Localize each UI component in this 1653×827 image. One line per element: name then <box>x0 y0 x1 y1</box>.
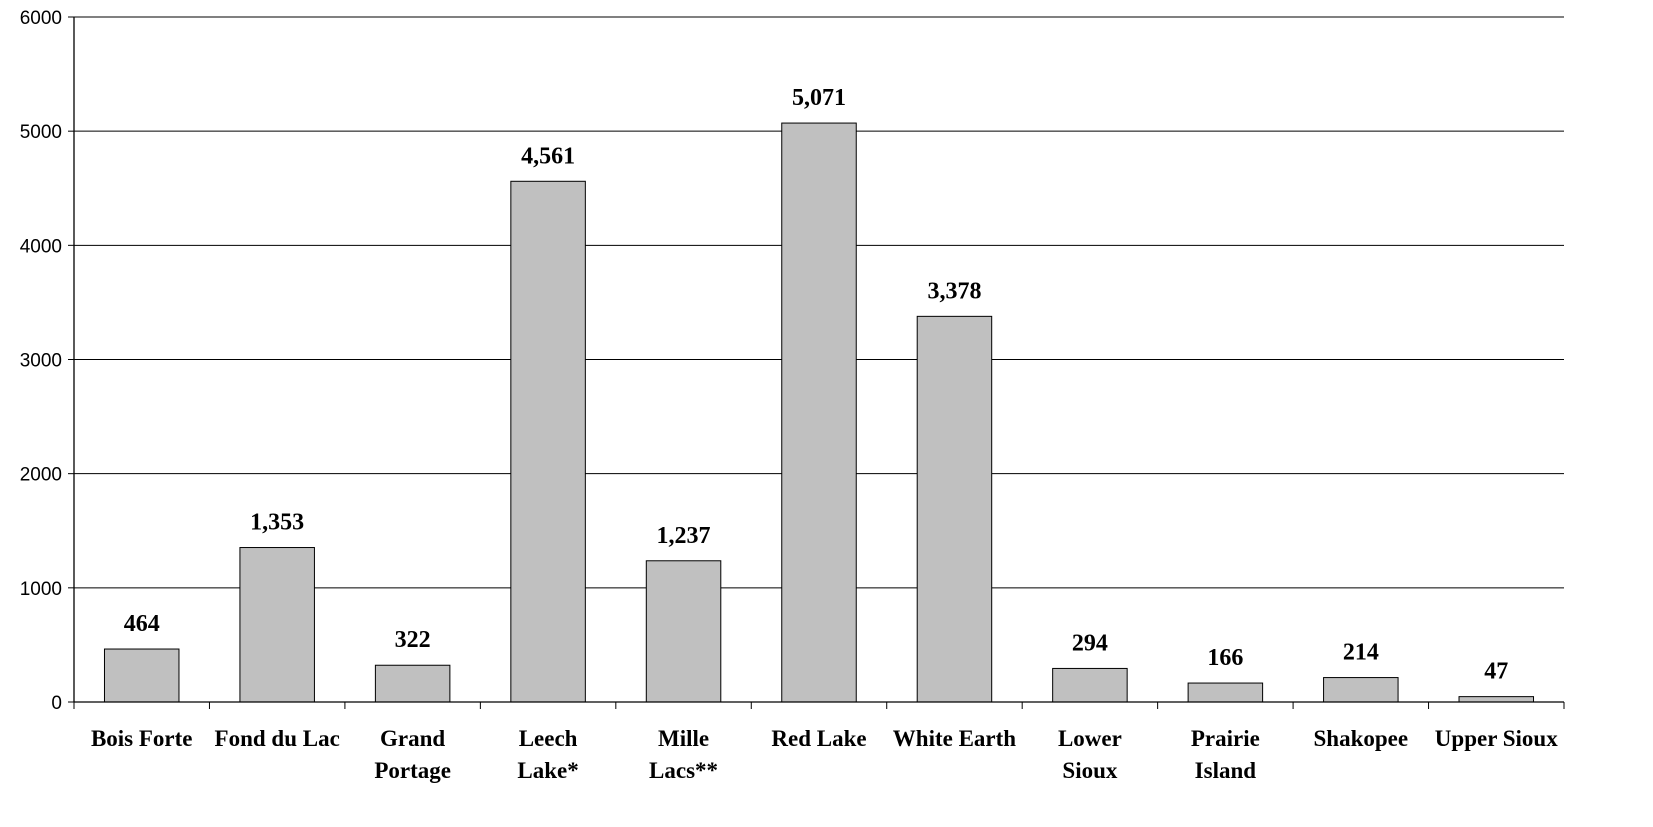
x-tick-label: White Earth <box>893 726 1017 751</box>
x-tick-label: Mille <box>658 726 709 751</box>
data-label: 3,378 <box>927 278 981 304</box>
data-label: 322 <box>395 627 431 653</box>
data-label: 1,353 <box>250 510 304 536</box>
bar <box>1052 667 1128 703</box>
x-tick-label: Red Lake <box>771 726 866 751</box>
x-tick-label: Lower <box>1058 726 1122 751</box>
bar <box>510 180 586 703</box>
x-tick-label: Leech <box>519 726 578 751</box>
x-tick-label: Lacs** <box>649 758 718 783</box>
y-tick-label: 0 <box>51 693 62 714</box>
bar <box>239 547 315 703</box>
x-tick-label: Lake* <box>517 758 578 783</box>
data-label: 214 <box>1343 640 1379 666</box>
y-tick-label: 5000 <box>20 122 62 143</box>
data-label: 294 <box>1072 630 1108 656</box>
x-tick-label: Upper Sioux <box>1435 726 1558 751</box>
x-tick-label: Portage <box>374 758 451 783</box>
data-label: 464 <box>124 611 160 637</box>
x-tick-label: Fond du Lac <box>215 726 340 751</box>
x-tick-label: Prairie <box>1191 726 1260 751</box>
labels: 0 1000 2000 3000 4000 5000 6000 464 Bois Forte 1,… <box>20 8 1559 783</box>
y-tick-label: 6000 <box>20 8 62 29</box>
y-tick-label: 2000 <box>20 465 62 486</box>
x-tick-label: Shakopee <box>1314 726 1409 751</box>
data-label: 4,561 <box>521 143 575 169</box>
data-label: 1,237 <box>657 523 711 549</box>
bar <box>1323 677 1399 703</box>
data-label: 5,071 <box>792 85 846 111</box>
bar <box>645 560 722 703</box>
bar <box>1458 696 1535 703</box>
bars <box>103 122 1535 703</box>
x-tick-label: Bois Forte <box>91 726 193 751</box>
y-tick-label: 4000 <box>20 236 62 257</box>
data-label: 47 <box>1484 659 1508 685</box>
y-tick-label: 3000 <box>20 351 62 372</box>
x-tick-label: Island <box>1195 758 1257 783</box>
data-label: 166 <box>1207 645 1243 671</box>
bar <box>374 664 451 703</box>
x-tick-label: Grand <box>380 726 445 751</box>
bar <box>781 122 857 703</box>
x-tick-label: Sioux <box>1062 758 1117 783</box>
axes <box>68 16 1565 709</box>
bar <box>916 315 993 703</box>
bar <box>1187 682 1264 703</box>
bar <box>103 648 180 703</box>
y-tick-label: 1000 <box>20 579 62 600</box>
